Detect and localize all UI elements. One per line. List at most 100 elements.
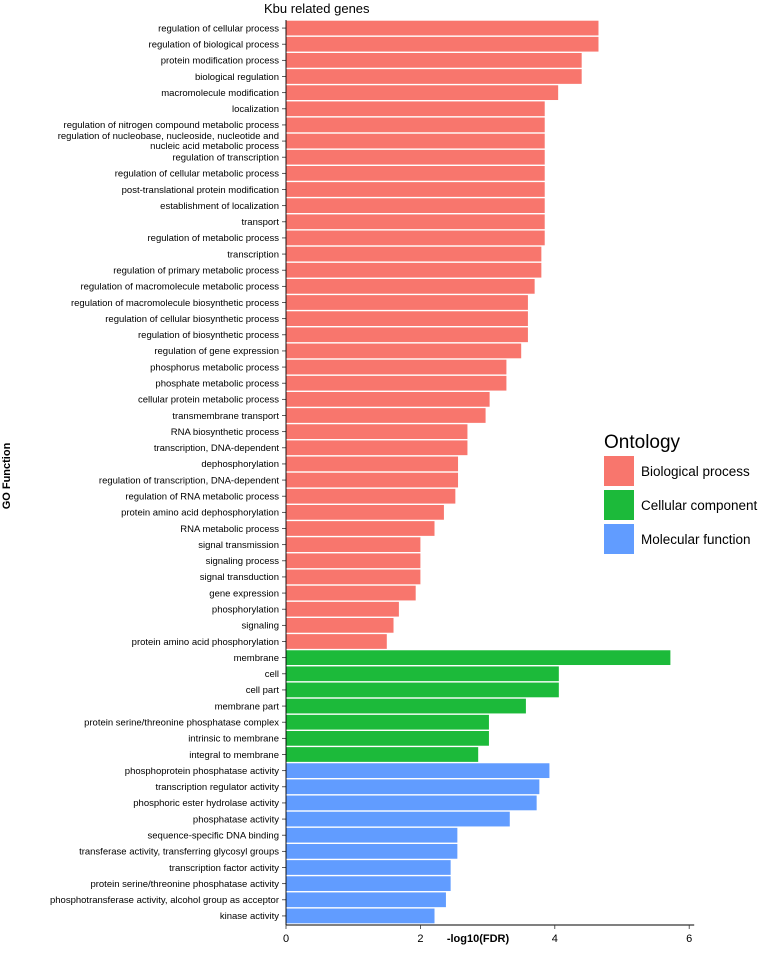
legend: Ontology Biological process Cellular comp…: [604, 432, 758, 554]
bar-51: [286, 843, 458, 859]
y-tick-label: phosphatase activity: [193, 814, 279, 825]
y-tick-label: post-translational protein modification: [122, 185, 279, 196]
bar-13: [286, 230, 545, 246]
y-tick-label: sequence-specific DNA binding: [148, 831, 280, 842]
legend-title: Ontology: [604, 432, 681, 453]
bar-23: [286, 391, 490, 407]
y-tick-label: regulation of cellular metabolic process: [115, 169, 279, 180]
y-tick-label: regulation of nucleobase, nucleoside, nu…: [58, 131, 280, 152]
y-tick-label: phosphorus metabolic process: [150, 362, 279, 373]
bar-31: [286, 521, 435, 536]
bar-47: [286, 779, 540, 795]
legend-key-0: [604, 456, 634, 486]
legend-key-1: [604, 490, 634, 520]
bar-7: [286, 133, 545, 149]
bar-12: [286, 214, 545, 230]
bar-5: [286, 101, 545, 117]
bar-1: [286, 36, 599, 52]
bar-54: [286, 892, 446, 908]
y-tick-label: signal transduction: [200, 572, 279, 583]
bar-20: [286, 343, 522, 359]
y-tick-label: regulation of metabolic process: [148, 233, 280, 244]
y-tick-label: RNA metabolic process: [180, 524, 279, 535]
bar-30: [286, 504, 444, 520]
y-tick-label: transport: [242, 217, 280, 228]
y-tick-label: gene expression: [209, 588, 279, 599]
y-tick-label: phosphoprotein phosphatase activity: [125, 766, 279, 777]
y-tick-label: transmembrane transport: [172, 411, 279, 422]
bar-38: [286, 634, 387, 649]
bar-9: [286, 165, 545, 181]
bar-17: [286, 295, 528, 310]
bar-18: [286, 311, 528, 327]
y-tick-label: signaling process: [206, 556, 280, 567]
y-tick-label: intrinsic to membrane: [188, 734, 279, 745]
bar-22: [286, 375, 507, 391]
y-tick-label: cellular protein metabolic process: [138, 395, 279, 406]
bar-42: [286, 698, 526, 714]
y-tick-label: transferase activity, transferring glyco…: [79, 847, 279, 858]
y-tick-label: regulation of biological process: [149, 40, 280, 51]
bar-32: [286, 537, 421, 553]
y-tick-label: dephosphorylation: [201, 459, 279, 470]
bars-layer: [286, 20, 671, 924]
x-tick-label: 0: [283, 933, 289, 945]
legend-key-2: [604, 524, 634, 554]
y-tick-label: macromolecule modification: [161, 88, 279, 99]
bar-43: [286, 714, 489, 730]
x-tick-label: 6: [686, 933, 692, 945]
x-tick-label: 4: [552, 933, 558, 945]
y-tick-label: cell: [265, 669, 279, 680]
y-tick-label: phosphoric ester hydrolase activity: [133, 798, 279, 809]
bar-24: [286, 408, 486, 423]
y-tick-label: membrane: [234, 653, 279, 664]
y-tick-label: localization: [232, 104, 279, 115]
chart-title: Kbu related genes: [264, 1, 370, 16]
y-tick-label: transcription, DNA-dependent: [154, 443, 280, 454]
bar-44: [286, 730, 489, 746]
y-tick-label: integral to membrane: [189, 750, 279, 761]
y-tick-label: regulation of transcription, DNA-depende…: [99, 475, 279, 486]
bar-29: [286, 488, 456, 504]
y-tick-label: protein amino acid dephosphorylation: [121, 508, 279, 519]
y-tick-label: regulation of gene expression: [154, 346, 279, 357]
bar-33: [286, 553, 421, 569]
y-tick-label: regulation of nitrogen compound metaboli…: [64, 120, 280, 131]
bar-6: [286, 117, 545, 133]
x-tick-label: 2: [417, 933, 423, 945]
legend-label-1: Cellular component: [641, 498, 758, 513]
bar-53: [286, 876, 451, 892]
y-tick-label: kinase activity: [220, 911, 279, 922]
bar-16: [286, 278, 535, 294]
y-tick-label: regulation of biosynthetic process: [138, 330, 279, 341]
bar-25: [286, 424, 468, 440]
axes: 0 2 4 6: [282, 20, 695, 945]
y-tick-label: RNA biosynthetic process: [171, 427, 279, 438]
y-tick-label: transcription: [227, 249, 279, 260]
bar-39: [286, 650, 671, 666]
bar-50: [286, 827, 458, 843]
bar-49: [286, 811, 510, 827]
bar-34: [286, 569, 421, 585]
bar-10: [286, 182, 545, 197]
bar-15: [286, 262, 542, 278]
y-tick-label: regulation of transcription: [172, 153, 279, 164]
bar-0: [286, 20, 599, 36]
y-tick-label: transcription regulator activity: [155, 782, 279, 793]
legend-label-0: Biological process: [641, 464, 750, 479]
y-tick-label: establishment of localization: [160, 201, 279, 212]
x-axis-title: -log10(FDR): [447, 933, 510, 945]
y-tick-label: signaling: [242, 621, 280, 632]
y-tick-label: regulation of RNA metabolic process: [125, 492, 279, 503]
bar-36: [286, 601, 399, 617]
bar-27: [286, 456, 459, 472]
y-tick-label: regulation of primary metabolic process: [113, 266, 279, 277]
bar-2: [286, 52, 582, 68]
bar-55: [286, 908, 435, 924]
bar-8: [286, 149, 545, 165]
legend-label-2: Molecular function: [641, 532, 751, 547]
y-tick-label: regulation of macromolecule biosynthetic…: [71, 298, 279, 309]
y-tick-label: membrane part: [215, 701, 280, 712]
